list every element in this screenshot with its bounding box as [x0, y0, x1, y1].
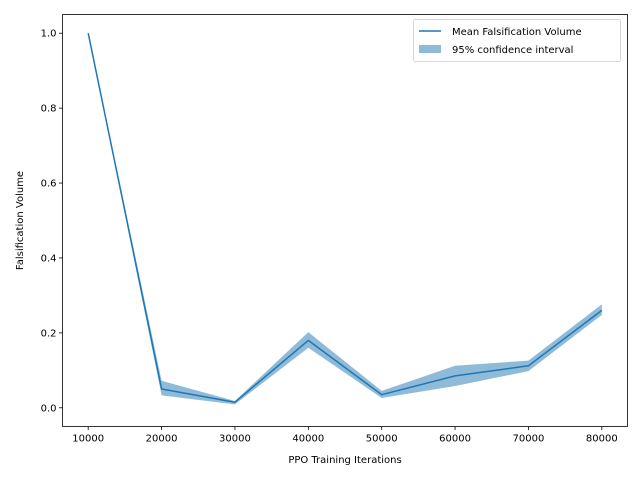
y-ticks: 0.0 0.2 0.4 0.6 0.8 1.0 — [41, 29, 63, 414]
x-tick-label: 60000 — [439, 434, 471, 445]
y-tick-label: 1.0 — [41, 29, 57, 40]
x-ticks: 10000 20000 30000 40000 50000 60000 70000 80000 — [72, 426, 618, 445]
x-tick-label: 50000 — [366, 434, 398, 445]
x-tick-label: 10000 — [72, 434, 104, 445]
plot-frame — [62, 14, 628, 427]
y-axis-label: Falsification Volume — [15, 171, 26, 270]
y-tick-label: 0.8 — [41, 104, 57, 115]
mean-line-layer — [87, 33, 603, 403]
y-tick-label: 0.0 — [41, 403, 57, 414]
x-tick-label: 80000 — [586, 434, 618, 445]
x-tick-label: 30000 — [219, 434, 251, 445]
legend-label-mean: Mean Falsification Volume — [452, 27, 582, 38]
legend-label-band: 95% confidence interval — [452, 45, 573, 56]
mean-line — [87, 33, 603, 403]
y-tick-label: 0.4 — [41, 253, 57, 264]
legend-box — [413, 19, 621, 62]
y-tick-label: 0.2 — [41, 328, 57, 339]
x-tick-label: 70000 — [513, 434, 545, 445]
y-tick-label: 0.6 — [41, 179, 57, 190]
legend-band-swatch — [419, 45, 441, 53]
legend: Mean Falsification Volume 95% confidence… — [413, 19, 621, 62]
x-tick-label: 20000 — [146, 434, 178, 445]
confidence-band-layer — [88, 33, 602, 405]
x-axis-label: PPO Training Iterations — [288, 455, 401, 466]
confidence-band — [88, 33, 602, 405]
x-tick-label: 40000 — [292, 434, 324, 445]
